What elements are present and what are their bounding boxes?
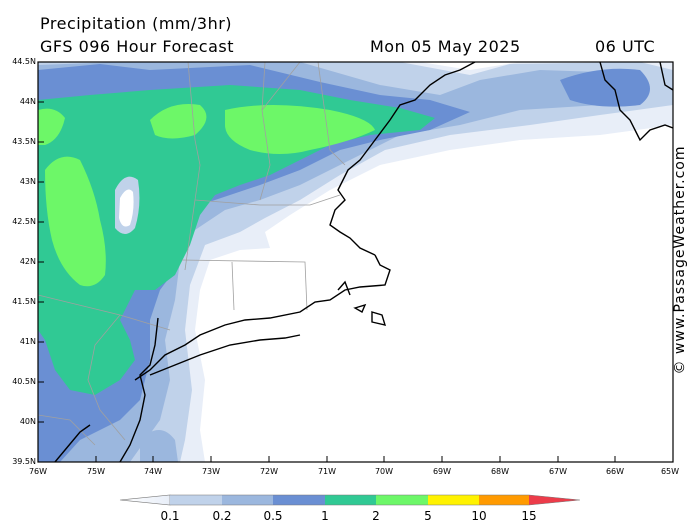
- colorbar-label: 15: [521, 509, 537, 523]
- lat-label: 41.5N: [12, 297, 36, 306]
- lat-label: 40.5N: [12, 377, 36, 386]
- lon-label: 71W: [317, 467, 337, 476]
- lon-label: 67W: [548, 467, 568, 476]
- colorbar-segment: [170, 495, 222, 505]
- lon-label: 75W: [86, 467, 106, 476]
- colorbar-label: 10: [471, 509, 487, 523]
- lon-label: 74W: [143, 467, 163, 476]
- lat-label: 42.5N: [12, 217, 36, 226]
- lat-label: 43.5N: [12, 137, 36, 146]
- lat-label: 40N: [19, 417, 36, 426]
- colorbar-segment: [479, 495, 529, 505]
- lat-label: 43N: [19, 177, 36, 186]
- axis-ticks: [38, 61, 616, 462]
- lon-label: 72W: [259, 467, 279, 476]
- lon-label: 65W: [660, 467, 680, 476]
- lat-label: 44.5N: [12, 57, 36, 66]
- lon-label: 73W: [201, 467, 221, 476]
- colorbar-label: 0.5: [263, 509, 283, 523]
- colorbar-segment: [222, 495, 273, 505]
- lat-label: 39.5N: [12, 457, 36, 466]
- precipitation-field: [38, 62, 673, 462]
- forecast-subtitle: GFS 096 Hour Forecast: [40, 37, 235, 56]
- forecast-date: Mon 05 May 2025: [370, 37, 521, 56]
- colorbar-label: 0.2: [212, 509, 232, 523]
- colorbar-label: 1: [321, 509, 329, 523]
- colorbar-high-arrow: [529, 495, 580, 505]
- colorbar-label: 0.1: [160, 509, 180, 523]
- precipitation-colorbar: [119, 494, 581, 506]
- colorbar-segment: [273, 495, 325, 505]
- lon-label: 70W: [374, 467, 394, 476]
- forecast-time-utc: 06 UTC: [595, 37, 656, 56]
- colorbar-label: 2: [372, 509, 380, 523]
- coastline: [54, 62, 673, 462]
- lon-label: 68W: [490, 467, 510, 476]
- lat-label: 41N: [19, 337, 36, 346]
- lon-label: 76W: [28, 467, 48, 476]
- colorbar-segment: [428, 495, 479, 505]
- website-credit: © www.PassageWeather.com: [672, 145, 688, 375]
- colorbar-low-arrow: [119, 494, 171, 506]
- lat-label: 44N: [19, 97, 36, 106]
- lon-label: 66W: [605, 467, 625, 476]
- state-borders: [38, 62, 346, 446]
- lon-label: 69W: [432, 467, 452, 476]
- colorbar-label: 5: [424, 509, 432, 523]
- colorbar-segment: [325, 495, 376, 505]
- map-title: Precipitation (mm/3hr): [40, 14, 233, 33]
- colorbar-segment: [376, 495, 428, 505]
- lat-label: 42N: [19, 257, 36, 266]
